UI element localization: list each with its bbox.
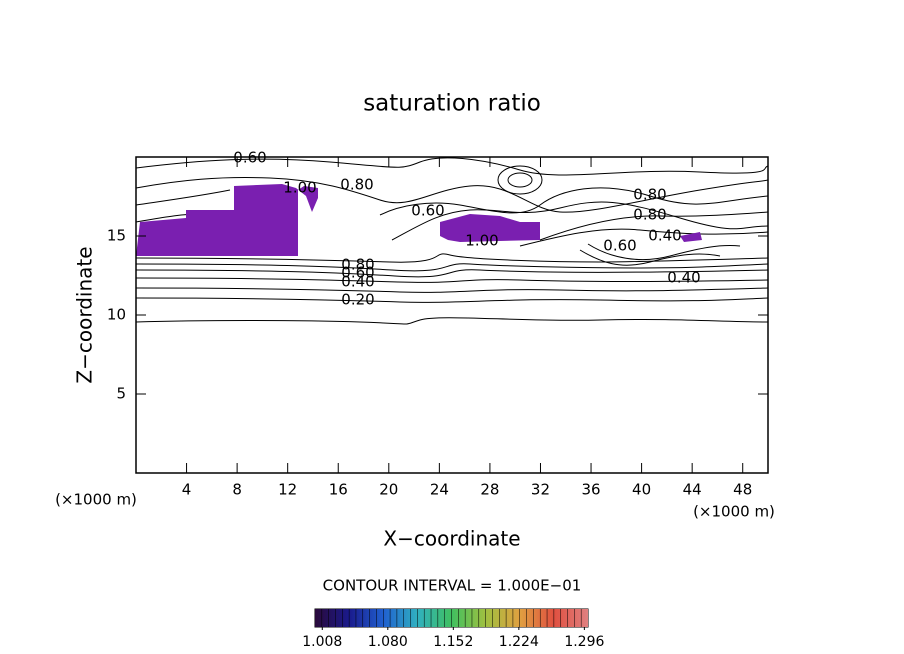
colorbar-tick-label: 1.296 bbox=[564, 634, 604, 650]
contour-label: 0.20 bbox=[341, 291, 374, 309]
contour-label: 0.80 bbox=[340, 176, 373, 194]
colorbar-tick-label: 1.008 bbox=[302, 634, 342, 650]
x-tick-label: 32 bbox=[531, 481, 550, 499]
contour-label: 0.80 bbox=[633, 206, 666, 224]
contour-label: 1.00 bbox=[283, 179, 316, 197]
x-axis-title: X−coordinate bbox=[383, 527, 520, 551]
x-tick-label: 12 bbox=[278, 481, 297, 499]
contour-label: 0.40 bbox=[341, 273, 374, 291]
contour-label: 0.60 bbox=[603, 237, 636, 255]
x-unit-label: (×1000 m) bbox=[693, 503, 775, 521]
contour-label: 0.80 bbox=[341, 256, 374, 274]
contour-label: 0.40 bbox=[648, 227, 681, 245]
contour-label: 0.60 bbox=[341, 264, 374, 282]
colorbar-tick-label: 1.152 bbox=[433, 634, 473, 650]
x-tick-label: 40 bbox=[632, 481, 651, 499]
x-tick-label: 8 bbox=[232, 481, 242, 499]
plot-frame bbox=[135, 156, 769, 474]
x-tick-label: 44 bbox=[683, 481, 702, 499]
contour-label: 0.40 bbox=[667, 269, 700, 287]
y-axis-title: Z−coordinate bbox=[73, 246, 97, 383]
x-unit-label: (×1000 m) bbox=[55, 491, 137, 509]
colorbar-tick-label: 1.080 bbox=[368, 634, 408, 650]
supersaturated-regions bbox=[136, 184, 702, 256]
y-tick-label: 15 bbox=[107, 227, 126, 245]
contour-interval: CONTOUR INTERVAL = 1.000E−01 bbox=[323, 577, 582, 595]
colorbar-tick-label: 1.224 bbox=[499, 634, 539, 650]
x-tick-label: 16 bbox=[329, 481, 348, 499]
contour-label: 0.60 bbox=[411, 202, 444, 220]
x-tick-label: 28 bbox=[480, 481, 499, 499]
contour-label: 0.60 bbox=[233, 149, 266, 167]
x-tick-label: 4 bbox=[182, 481, 192, 499]
contour-lines bbox=[135, 157, 769, 325]
x-tick-label: 36 bbox=[581, 481, 600, 499]
x-tick-label: 48 bbox=[733, 481, 752, 499]
contour-label: 1.00 bbox=[465, 232, 498, 250]
x-tick-label: 24 bbox=[430, 481, 449, 499]
contour-label: 0.80 bbox=[633, 186, 666, 204]
x-tick-label: 20 bbox=[379, 481, 398, 499]
y-tick-label: 5 bbox=[116, 385, 126, 403]
chart-title: saturation ratio bbox=[363, 91, 541, 117]
y-tick-label: 10 bbox=[107, 306, 126, 324]
